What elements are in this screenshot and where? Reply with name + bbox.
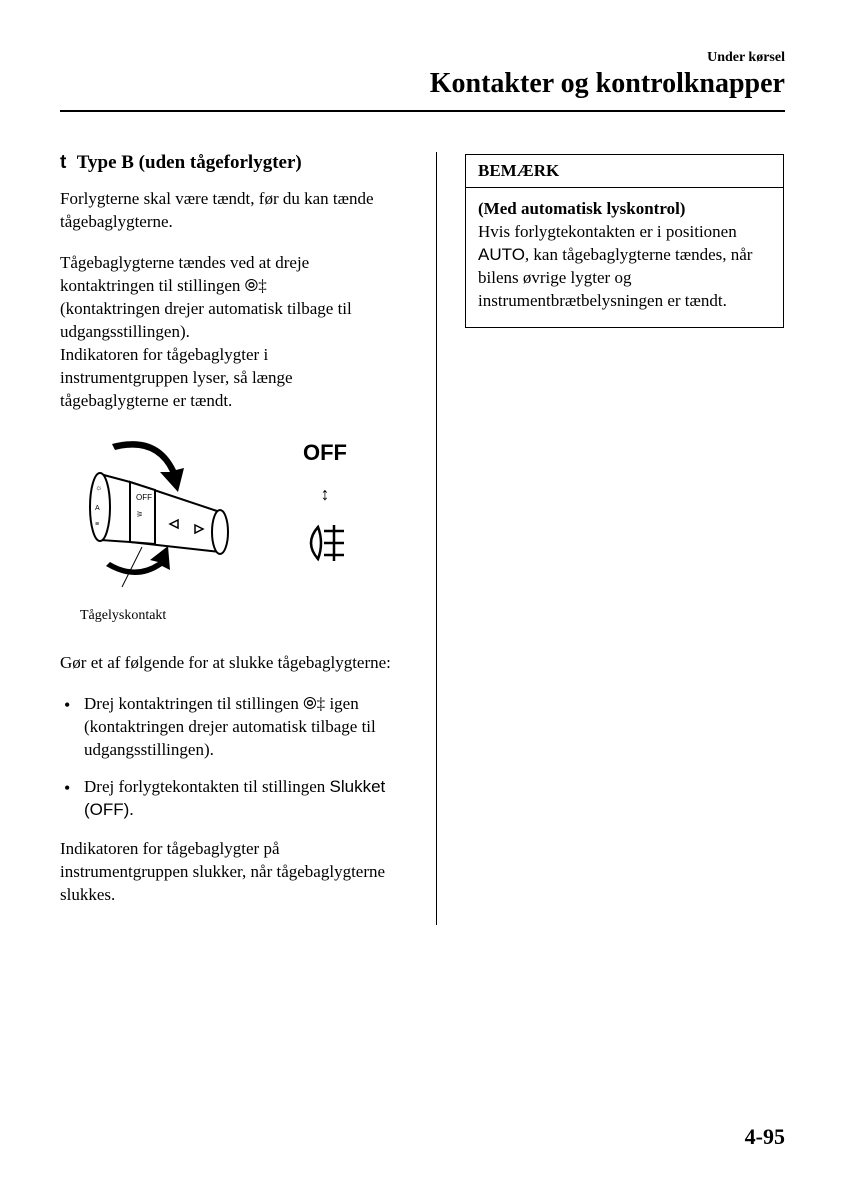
- header-section-large: Kontakter og kontrolknapper: [60, 68, 785, 100]
- svg-text:⚞: ⚞: [136, 510, 143, 519]
- fog-symbol-icon: ⦾‡: [303, 694, 325, 713]
- bullet-list: Drej kontaktringen til stillingen ⦾‡ ige…: [60, 693, 400, 822]
- heading-text: Type B (uden tågeforlygter): [77, 152, 302, 173]
- page-number: 4-95: [745, 1124, 785, 1150]
- section-heading: t Type B (uden tågeforlygter): [60, 152, 400, 174]
- title-divider: [60, 110, 785, 112]
- updown-arrow-icon: ↕: [321, 484, 330, 505]
- note-sans: AUTO: [478, 245, 525, 264]
- list-item: Drej kontaktringen til stillingen ⦾‡ ige…: [60, 693, 400, 762]
- left-column: t Type B (uden tågeforlygter) Forlygtern…: [60, 152, 408, 925]
- svg-text:OFF: OFF: [136, 493, 152, 502]
- fog-switch-lever-icon: ☼ A ≡ OFF ⚞: [60, 432, 260, 612]
- para2-part2: (kontaktringen drejer automatisk tilbage…: [60, 299, 352, 341]
- right-column: BEMÆRK (Med automatisk lyskontrol) Hvis …: [436, 152, 784, 925]
- bullet2-part2: .: [129, 800, 133, 819]
- bullet1-part1: Drej kontaktringen til stillingen: [84, 694, 303, 713]
- diagram-right-col: OFF ↕: [300, 432, 350, 563]
- fog-symbol-icon: ⦾‡: [245, 276, 267, 295]
- svg-text:≡: ≡: [95, 521, 99, 528]
- paragraph-2: Tågebaglygterne tændes ved at dreje kont…: [60, 252, 400, 413]
- paragraph-4: Indikatoren for tågebaglygter på instrum…: [60, 838, 400, 907]
- bullet2-part1: Drej forlygtekontakten til stillingen: [84, 777, 330, 796]
- note-header: BEMÆRK: [466, 155, 783, 188]
- list-item: Drej forlygtekontakten til stillingen Sl…: [60, 776, 400, 822]
- paragraph-3: Gør et af følgende for at slukke tågebag…: [60, 652, 400, 675]
- heading-bullet: t: [60, 152, 66, 174]
- para2-part3: Indikatoren for tågebaglygter i instrume…: [60, 345, 293, 410]
- note-box: BEMÆRK (Med automatisk lyskontrol) Hvis …: [465, 154, 784, 328]
- rear-fog-light-icon: [300, 523, 350, 563]
- diagram-wrapper: ☼ A ≡ OFF ⚞ OFF ↕: [60, 432, 400, 624]
- off-label: OFF: [303, 440, 347, 466]
- note-body: (Med automatisk lyskontrol) Hvis forlygt…: [466, 188, 783, 327]
- note-bold-line: (Med automatisk lyskontrol): [478, 199, 685, 218]
- content-columns: t Type B (uden tågeforlygter) Forlygtern…: [60, 152, 785, 925]
- note-part1: Hvis forlygtekontakten er i positionen: [478, 222, 737, 241]
- header-section-small: Under kørsel: [60, 50, 785, 66]
- svg-text:☼: ☼: [95, 483, 102, 492]
- diagram-row: ☼ A ≡ OFF ⚞ OFF ↕: [60, 432, 400, 612]
- paragraph-1: Forlygterne skal være tændt, før du kan …: [60, 188, 400, 234]
- page-header: Under kørsel Kontakter og kontrolknapper: [60, 50, 785, 100]
- para2-part1: Tågebaglygterne tændes ved at dreje kont…: [60, 253, 309, 295]
- svg-text:A: A: [95, 505, 100, 512]
